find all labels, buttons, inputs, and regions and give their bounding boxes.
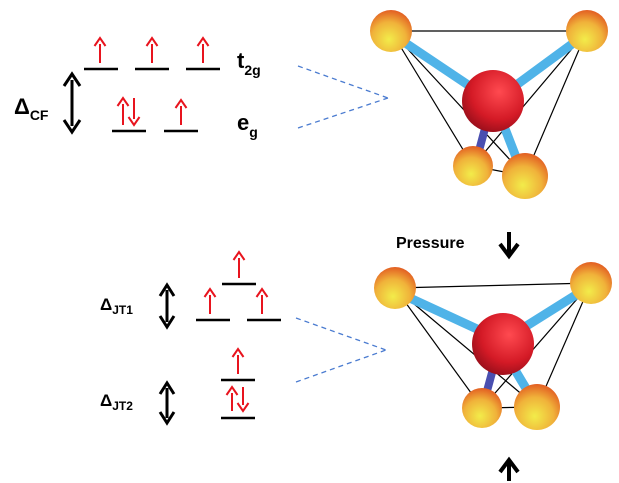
ligand-atom xyxy=(514,384,560,430)
connector-dash xyxy=(297,65,389,99)
ligand-atom xyxy=(570,262,612,304)
bond xyxy=(394,288,495,340)
connector-dash xyxy=(295,349,387,383)
connector-dash xyxy=(297,97,389,129)
pressure-up-arrow xyxy=(498,456,520,481)
electron-up-arrow xyxy=(203,287,217,314)
eg-label: eg xyxy=(237,110,258,140)
pressure-indicator: Pressure xyxy=(396,232,520,481)
crystal-field-label: ΔCF xyxy=(14,94,49,123)
central-atom xyxy=(472,313,534,375)
electron-up-arrow xyxy=(93,36,107,63)
electron-up-arrow xyxy=(255,287,269,314)
pressure-label: Pressure xyxy=(396,235,465,252)
electron-up-arrow xyxy=(174,98,188,125)
connector-dash xyxy=(295,317,387,351)
crystal-field-gap-arrow xyxy=(62,71,82,135)
ligand-atom xyxy=(462,388,502,428)
pressure-down-arrow xyxy=(498,232,520,260)
ligand-atom xyxy=(453,146,493,186)
ligand-atom xyxy=(374,267,416,309)
electron-up-arrow xyxy=(196,36,210,63)
t2g-label: t2g xyxy=(237,48,261,78)
top-tetrahedron-molecule xyxy=(370,10,608,199)
ligand-atom xyxy=(566,10,608,52)
ligand-atom xyxy=(502,153,548,199)
bottom-tetrahedron-molecule xyxy=(374,262,612,430)
electron-pair-arrows xyxy=(116,96,141,127)
jt2-gap-arrow xyxy=(158,380,176,426)
electron-up-arrow xyxy=(231,347,245,374)
bottom-level-diagram: ΔJT1 ΔJT2 xyxy=(100,250,387,426)
jt1-label: ΔJT1 xyxy=(100,295,133,317)
ligand-atom xyxy=(370,10,412,52)
electron-up-arrow xyxy=(232,250,246,278)
electron-pair-arrows xyxy=(225,385,250,413)
electron-up-arrow xyxy=(145,36,159,63)
jt2-label: ΔJT2 xyxy=(100,391,133,413)
central-atom xyxy=(462,70,524,132)
top-level-diagram: ΔCF t2g eg xyxy=(14,36,389,140)
jt1-gap-arrow xyxy=(158,282,176,330)
